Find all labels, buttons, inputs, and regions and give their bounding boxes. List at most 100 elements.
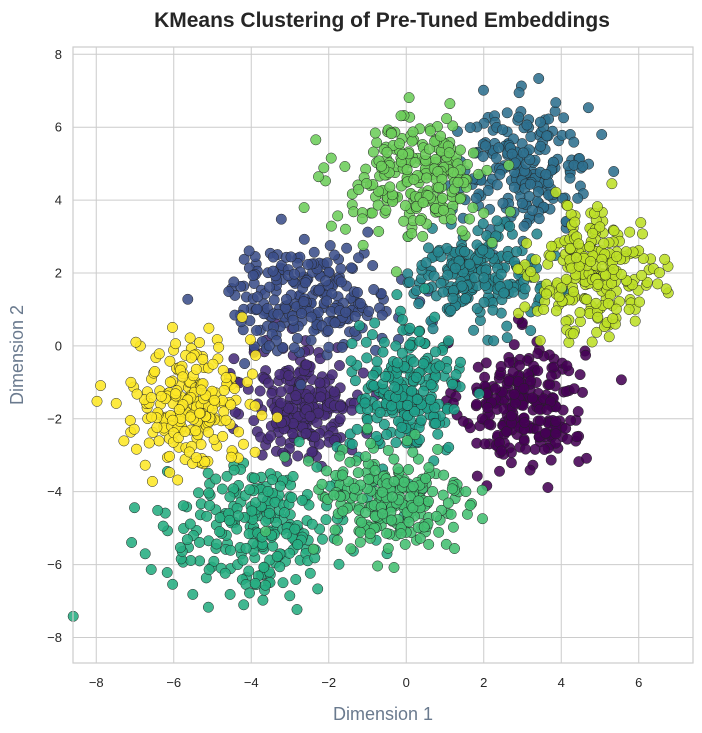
cluster-3-points (443, 73, 620, 261)
data-point (360, 336, 372, 348)
data-point (304, 567, 316, 579)
x-axis-label: Dimension 1 (333, 704, 433, 724)
data-point (336, 469, 348, 481)
data-point (455, 356, 466, 368)
data-point (268, 294, 280, 306)
data-point (494, 168, 506, 180)
data-point (615, 268, 627, 280)
data-point (286, 492, 298, 503)
data-point (322, 325, 334, 337)
data-point (407, 480, 419, 492)
data-point (482, 185, 494, 197)
data-point (333, 558, 345, 570)
data-point (223, 286, 235, 298)
data-point (577, 160, 589, 172)
data-point (378, 336, 390, 348)
data-point (624, 226, 636, 238)
data-point (95, 380, 107, 392)
data-point (550, 305, 562, 317)
data-point (164, 467, 176, 479)
data-point (447, 120, 459, 132)
data-point (360, 507, 372, 519)
data-point (283, 370, 295, 381)
data-point (194, 536, 205, 548)
data-point (296, 307, 308, 319)
data-point (153, 435, 165, 447)
data-point (527, 392, 539, 404)
data-point (208, 394, 220, 406)
data-point (356, 516, 368, 528)
y-tick-label: 0 (55, 338, 62, 353)
data-point (447, 521, 459, 533)
data-point (447, 378, 459, 390)
data-point (607, 313, 619, 325)
data-point (473, 388, 485, 400)
data-point (195, 438, 207, 450)
data-point (414, 335, 426, 347)
data-point (218, 384, 230, 396)
data-point (305, 334, 317, 346)
y-tick-label: −2 (47, 411, 62, 426)
data-point (495, 268, 507, 280)
data-point (390, 266, 402, 278)
data-point (572, 192, 584, 204)
data-point (532, 348, 544, 360)
data-point (306, 518, 318, 530)
data-point (325, 220, 337, 232)
data-point (275, 397, 287, 409)
data-point (427, 486, 439, 497)
data-point (126, 537, 138, 548)
data-point (388, 475, 400, 487)
data-point (406, 135, 418, 147)
data-point (314, 377, 326, 389)
data-point (404, 339, 416, 351)
data-point (145, 564, 157, 575)
data-point (260, 525, 272, 537)
data-point (590, 297, 602, 309)
data-point (472, 361, 484, 373)
data-point (202, 426, 214, 438)
data-point (280, 293, 292, 305)
data-point (179, 426, 191, 438)
data-point (395, 528, 407, 540)
data-point (388, 562, 400, 573)
data-point (447, 166, 459, 178)
data-point (501, 332, 513, 344)
data-point (187, 588, 199, 600)
data-point (125, 376, 137, 388)
data-point (353, 184, 365, 195)
data-point (449, 262, 461, 274)
data-point (337, 505, 349, 517)
data-point (480, 140, 492, 152)
data-point (130, 336, 142, 348)
data-point (211, 538, 223, 550)
data-point (384, 181, 396, 193)
data-point (284, 590, 296, 602)
data-point (459, 293, 471, 305)
data-point (349, 311, 361, 322)
data-point (517, 147, 529, 159)
data-point (418, 521, 430, 533)
data-point (346, 438, 358, 450)
data-point (399, 200, 411, 212)
data-point (574, 369, 586, 381)
data-point (423, 462, 435, 473)
data-point (419, 283, 431, 295)
data-point (331, 534, 343, 546)
data-point (385, 128, 397, 140)
data-point (403, 464, 414, 475)
data-point (519, 301, 531, 313)
data-point (204, 500, 216, 511)
data-point (362, 226, 374, 238)
data-point (167, 414, 179, 426)
data-point (596, 261, 608, 273)
x-tick-label: −4 (244, 675, 259, 690)
data-point (392, 357, 404, 369)
data-point (202, 467, 214, 479)
data-point (302, 259, 314, 270)
data-point (660, 283, 672, 295)
data-point (336, 341, 348, 353)
cluster-0-points (430, 313, 627, 493)
data-point (173, 404, 185, 416)
data-point (263, 377, 275, 389)
